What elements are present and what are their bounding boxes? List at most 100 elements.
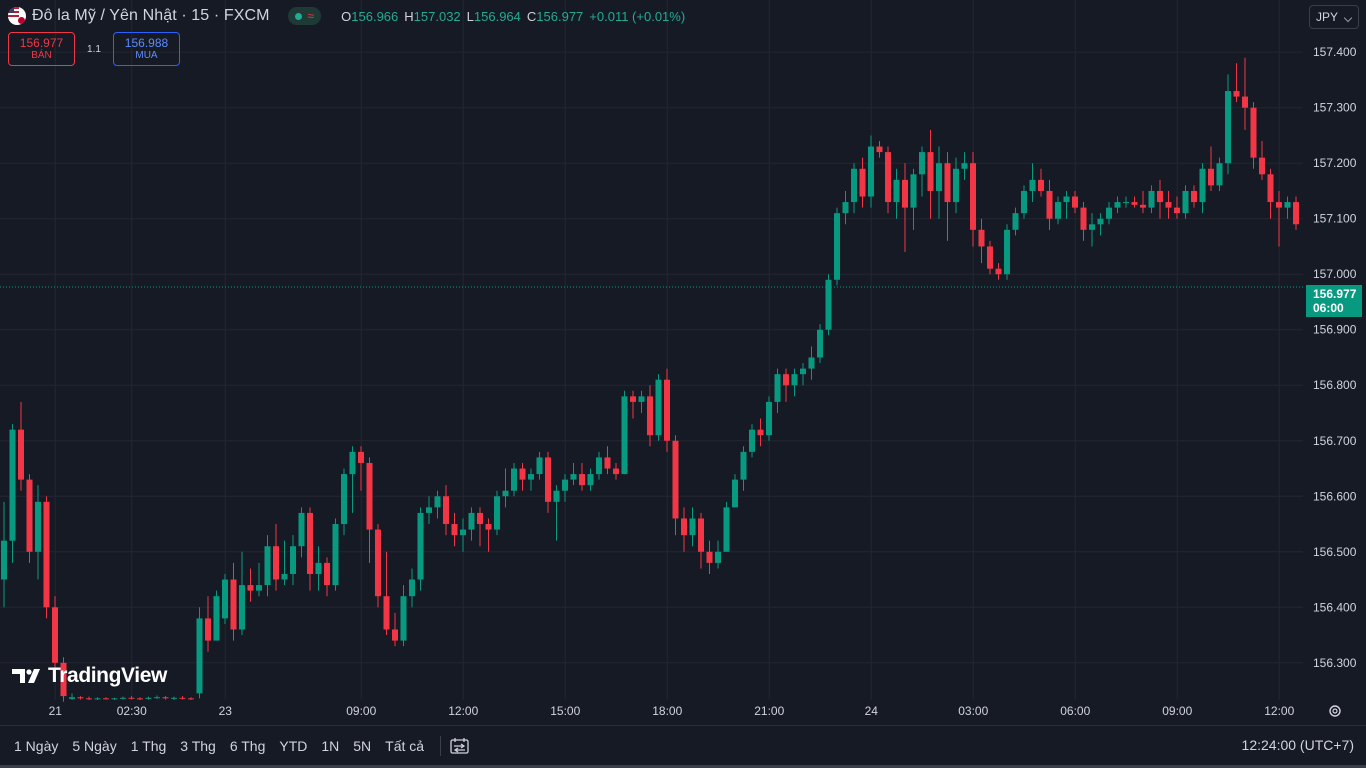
currency-selector[interactable]: JPY (1309, 5, 1359, 29)
candle (443, 485, 449, 536)
candle (1182, 185, 1189, 219)
time-tick-label: 09:00 (1162, 704, 1192, 718)
candle-body (791, 374, 798, 386)
price-chart[interactable]: 156.300 156.400 156.500 156.600 156.700 156.8… (0, 0, 1366, 725)
range-all-button[interactable]: Tất cả (379, 732, 432, 760)
candle (927, 129, 934, 219)
candle-body (553, 490, 560, 502)
candle (196, 607, 203, 699)
candle-body (451, 524, 458, 536)
candle-body (511, 468, 517, 491)
candle (222, 573, 228, 624)
range-ytd-button[interactable]: YTD (273, 732, 315, 760)
candle (1, 501, 7, 608)
low-key: L (466, 8, 474, 24)
candle (1012, 207, 1019, 236)
range-1d-button[interactable]: 1 Ngày (8, 732, 66, 760)
candle-body (536, 457, 543, 475)
price-axis[interactable]: 156.300 156.400 156.500 156.600 156.700 156.8… (1313, 45, 1357, 670)
sell-price: 156.977 (19, 36, 64, 50)
candle-body (1038, 179, 1044, 191)
last-price-value: 156.977 (1313, 287, 1357, 301)
candle-body (247, 585, 254, 591)
candle (876, 140, 883, 158)
date-range-icon[interactable] (449, 737, 471, 755)
open-key: O (341, 8, 352, 24)
candle (766, 396, 772, 441)
candle-body (239, 585, 245, 630)
candle-body (613, 468, 619, 475)
candle (570, 462, 577, 486)
candle-body (1225, 91, 1231, 164)
candle-body (1259, 157, 1265, 175)
range-1y-button[interactable]: 1N (315, 732, 347, 760)
candle (1131, 196, 1138, 208)
candle (468, 507, 475, 541)
symbol-title[interactable]: Đô la Mỹ / Yên Nhật · 15 · FXCM (32, 7, 270, 24)
candle (868, 135, 874, 208)
candle (273, 524, 279, 591)
buy-button[interactable]: 156.988 MUA (113, 32, 180, 66)
candle (545, 451, 551, 513)
candle-body (562, 479, 568, 491)
candle-body (375, 529, 381, 597)
candle (664, 368, 670, 452)
candle (757, 418, 764, 447)
tradingview-logo[interactable]: TradingView (12, 664, 167, 688)
candle-body (604, 457, 611, 469)
candle (434, 490, 441, 519)
window-bottom-edge (0, 765, 1366, 768)
candle (528, 468, 534, 491)
price-tick-label: 157.200 (1313, 156, 1357, 170)
toolbar-divider (440, 735, 442, 756)
range-1m-button[interactable]: 1 Thg (125, 732, 175, 760)
candle (358, 446, 364, 491)
candle (26, 474, 33, 563)
candle (987, 240, 993, 275)
candle-body (1233, 91, 1240, 97)
candle (783, 368, 789, 402)
candle-body (332, 524, 339, 586)
range-5d-button[interactable]: 5 Ngày (66, 732, 124, 760)
candlestick-series (1, 57, 1299, 702)
candle-body (400, 596, 407, 641)
low-value: 156.964 (473, 8, 521, 24)
range-5y-button[interactable]: 5N (347, 732, 379, 760)
range-3m-button[interactable]: 3 Thg (174, 732, 224, 760)
candle-body (1097, 218, 1104, 225)
time-axis[interactable]: 21 02:30 23 09:00 12:00 15:00 18:00 21:00 24 03:0… (49, 704, 1295, 718)
candle-body (460, 529, 466, 536)
candle (638, 390, 645, 414)
sell-button[interactable]: 156.977 BÁN (8, 32, 75, 66)
gear-icon[interactable] (1329, 705, 1341, 717)
candle-body (290, 546, 296, 574)
candle (1259, 140, 1265, 180)
candle-body (60, 662, 67, 697)
high-key: H (404, 8, 414, 24)
candle (494, 490, 500, 536)
chart-grid (0, 0, 1303, 700)
ohlc-values: O156.966 H157.032 L156.964 C156.977 +0.0… (341, 9, 685, 24)
candle-body (902, 179, 908, 208)
candle (740, 446, 747, 491)
range-6m-button[interactable]: 6 Thg (224, 732, 274, 760)
candle-body (417, 512, 424, 580)
candle-body (545, 457, 551, 502)
candle-body (1063, 196, 1070, 203)
timezone-clock[interactable]: 12:24:00 (UTC+7) (1241, 737, 1354, 753)
candle (485, 518, 492, 552)
candle-body (281, 573, 288, 580)
candle-body (706, 551, 713, 563)
candle-body (987, 246, 993, 269)
candle-body (927, 152, 934, 191)
candle (162, 696, 169, 700)
candle (902, 163, 908, 253)
candle-body (1046, 190, 1053, 219)
candle (800, 363, 806, 386)
candle-body (587, 474, 594, 486)
candle-body (655, 379, 662, 436)
candle (86, 696, 92, 700)
market-status-pill[interactable]: ≈ (287, 7, 322, 25)
candle-body (1293, 202, 1299, 225)
